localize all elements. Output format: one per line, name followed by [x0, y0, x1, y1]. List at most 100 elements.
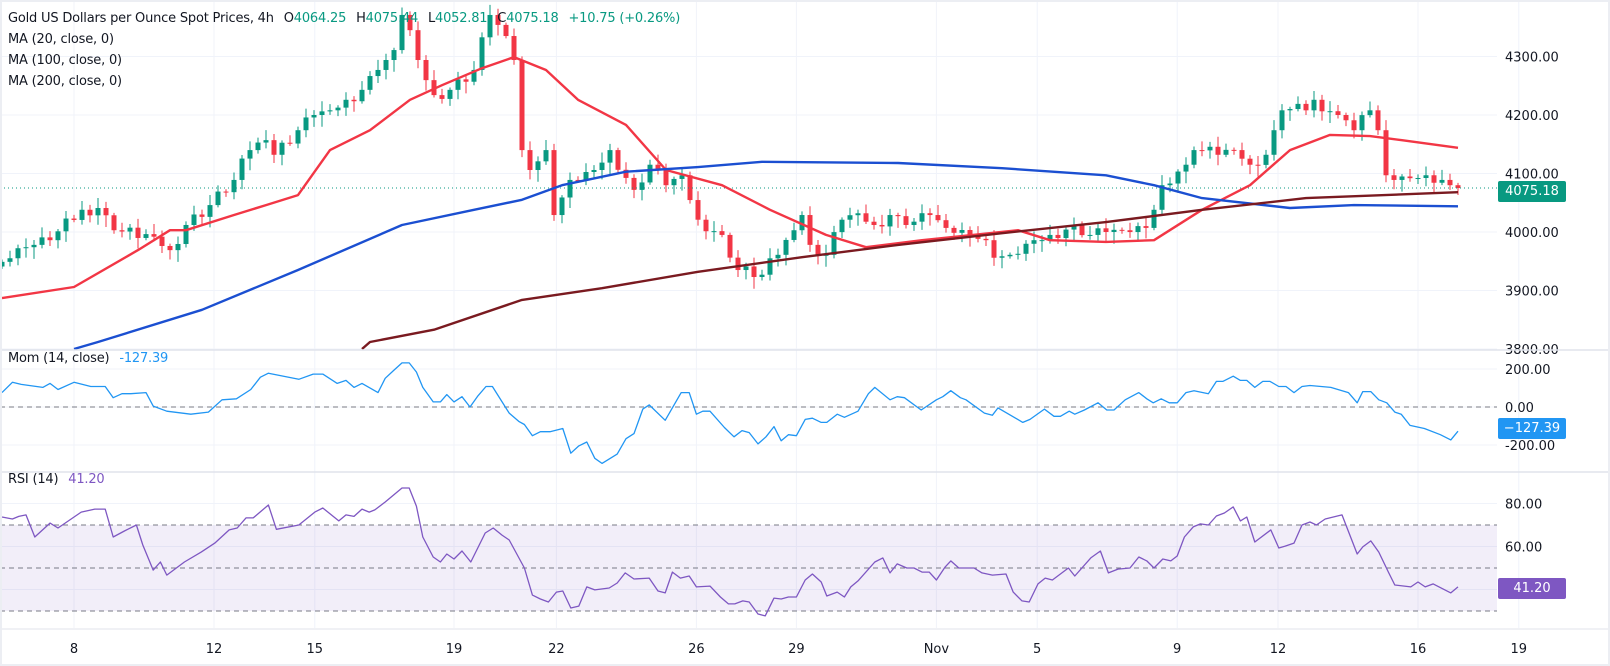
candle: [1159, 175, 1165, 215]
candle: [567, 172, 573, 209]
candle-body: [543, 150, 549, 162]
candle: [943, 213, 949, 233]
candle: [1327, 101, 1333, 123]
time-axis-label: 26: [688, 642, 705, 657]
candle-body: [71, 218, 77, 220]
momentum-badge: −127.39: [1498, 418, 1566, 439]
candle-body: [967, 230, 973, 235]
candle: [1319, 94, 1325, 121]
candle: [383, 53, 389, 80]
candle-body: [1239, 150, 1245, 159]
candle-body: [1207, 146, 1213, 151]
candle: [1287, 106, 1293, 121]
candle: [1063, 227, 1069, 247]
candle-body: [1063, 229, 1069, 239]
candle: [447, 87, 453, 106]
candle-body: [503, 24, 509, 37]
candle: [399, 7, 405, 54]
candle-body: [127, 227, 133, 232]
candle: [543, 140, 549, 165]
price-axis-label: 4200.00: [1505, 109, 1559, 124]
candle: [815, 239, 821, 265]
candle: [1415, 174, 1421, 185]
candle-body: [799, 215, 805, 231]
candle-body: [839, 219, 845, 233]
legend-ma200[interactable]: MA (200, close, 0): [8, 74, 122, 89]
candle: [711, 221, 717, 242]
candle-body: [559, 197, 565, 216]
candle-body: [1143, 226, 1149, 228]
time-axis-label: 16: [1410, 642, 1427, 657]
candle-body: [1087, 234, 1093, 236]
candle-body: [63, 218, 69, 232]
rsi-axis-label: 60.00: [1505, 541, 1542, 556]
candle-body: [743, 266, 749, 271]
candle-body: [15, 248, 21, 259]
candle-body: [223, 191, 229, 193]
candle: [167, 243, 173, 260]
candle-body: [1439, 179, 1445, 183]
candle-body: [471, 69, 477, 82]
candle: [279, 140, 285, 166]
candle-body: [959, 230, 965, 233]
candle-body: [1167, 183, 1173, 186]
candle: [895, 212, 901, 228]
symbol-legend: Gold US Dollars per Ounce Spot Prices, 4…: [8, 11, 686, 26]
price-axis-label: 3900.00: [1505, 285, 1559, 300]
candle-body: [671, 178, 677, 186]
candle: [1071, 217, 1077, 241]
candle: [359, 81, 365, 104]
candle: [247, 141, 253, 171]
candle-body: [463, 79, 469, 82]
candle: [679, 167, 685, 191]
momentum-value: -127.39: [119, 351, 169, 366]
candle-body: [583, 172, 589, 181]
candle-body: [1367, 110, 1373, 116]
candle: [599, 152, 605, 180]
high-value: 4075.44: [365, 11, 419, 26]
candle-body: [631, 177, 637, 190]
time-axis-label: 8: [70, 642, 78, 657]
candle: [1407, 168, 1413, 182]
legend-ma100[interactable]: MA (100, close, 0): [8, 53, 122, 68]
candle: [343, 92, 349, 116]
change-value: +10.75 (+0.26%): [568, 11, 681, 26]
candle-body: [1319, 99, 1325, 112]
candle-body: [1391, 175, 1397, 180]
time-axis-label: 19: [1511, 642, 1528, 657]
candle: [719, 224, 725, 238]
candle: [759, 269, 765, 281]
candle: [1431, 170, 1437, 194]
candle-body: [1263, 154, 1269, 165]
candle: [151, 224, 157, 242]
candle-body: [1215, 146, 1221, 155]
candle-body: [663, 169, 669, 186]
candle-body: [871, 221, 877, 225]
candle-body: [455, 79, 461, 90]
price-axis-label: 4100.00: [1505, 168, 1559, 183]
candle: [1183, 157, 1189, 184]
candle-body: [791, 230, 797, 240]
candle-body: [175, 243, 181, 251]
indicator-lines: [0, 55, 1497, 617]
legend-ma20[interactable]: MA (20, close, 0): [8, 32, 114, 47]
legend-rsi[interactable]: RSI (14) 41.20: [8, 472, 111, 487]
candle-body: [295, 130, 301, 144]
symbol-title[interactable]: Gold US Dollars per Ounce Spot Prices, 4…: [8, 11, 274, 26]
candle: [879, 214, 885, 234]
candle: [1271, 120, 1277, 161]
candle-body: [47, 237, 53, 241]
candle-body: [319, 111, 325, 115]
candle-body: [351, 99, 357, 102]
rsi-label: RSI (14): [8, 472, 59, 487]
candle: [271, 133, 277, 163]
candle-body: [159, 236, 165, 246]
candle: [919, 204, 925, 230]
momentum-axis-label: -200.00: [1505, 439, 1555, 454]
legend-momentum[interactable]: Mom (14, close) -127.39: [8, 351, 174, 366]
candle-body: [1423, 175, 1429, 179]
candle: [55, 228, 61, 249]
candle-body: [311, 115, 317, 118]
candle-body: [399, 14, 405, 51]
